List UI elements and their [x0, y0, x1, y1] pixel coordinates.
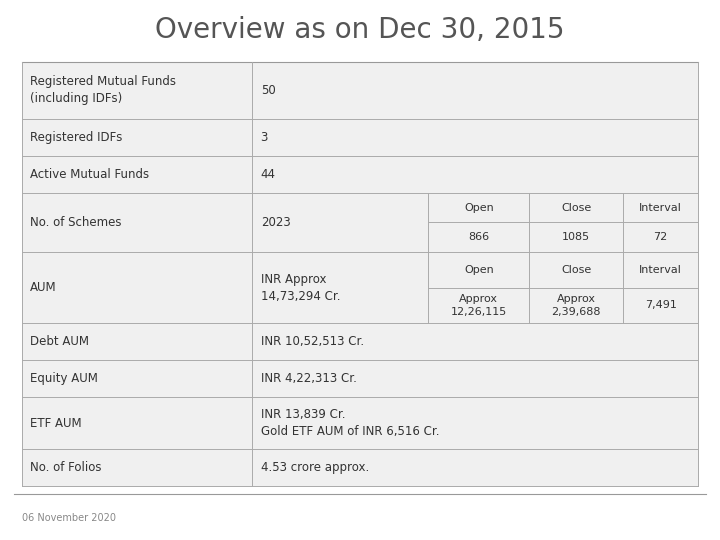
Text: 866: 866 [468, 232, 490, 242]
Text: 4.53 crore approx.: 4.53 crore approx. [261, 461, 369, 474]
Text: ETF AUM: ETF AUM [30, 417, 82, 430]
Text: INR 13,839 Cr.
Gold ETF AUM of INR 6,516 Cr.: INR 13,839 Cr. Gold ETF AUM of INR 6,516… [261, 408, 439, 438]
Text: 44: 44 [261, 168, 276, 181]
Text: Interval: Interval [639, 265, 682, 275]
Text: Registered Mutual Funds
(including IDFs): Registered Mutual Funds (including IDFs) [30, 76, 176, 105]
Text: 50: 50 [261, 84, 275, 97]
Bar [22, 449, 698, 486]
Text: Registered IDFs: Registered IDFs [30, 131, 122, 144]
Bar [22, 156, 698, 193]
Text: Close: Close [561, 202, 591, 213]
Text: Debt AUM: Debt AUM [30, 335, 89, 348]
Text: 72: 72 [654, 232, 667, 242]
Text: 1085: 1085 [562, 232, 590, 242]
Bar [22, 397, 698, 449]
Bar [22, 119, 698, 156]
Text: No. of Schemes: No. of Schemes [30, 216, 122, 229]
Bar [22, 360, 698, 397]
Text: Close: Close [561, 265, 591, 275]
Text: INR 4,22,313 Cr.: INR 4,22,313 Cr. [261, 372, 356, 386]
Text: Interval: Interval [639, 202, 682, 213]
Text: INR Approx
14,73,294 Cr.: INR Approx 14,73,294 Cr. [261, 273, 340, 302]
Bar [22, 323, 698, 360]
Text: Overview as on Dec 30, 2015: Overview as on Dec 30, 2015 [156, 16, 564, 44]
Text: 7,491: 7,491 [644, 300, 677, 310]
Text: INR 10,52,513 Cr.: INR 10,52,513 Cr. [261, 335, 364, 348]
Text: Open: Open [464, 202, 494, 213]
Text: Approx
2,39,688: Approx 2,39,688 [552, 294, 600, 316]
Text: 06 November 2020: 06 November 2020 [22, 514, 116, 523]
Text: Equity AUM: Equity AUM [30, 372, 98, 386]
Text: No. of Folios: No. of Folios [30, 461, 102, 474]
Text: Approx
12,26,115: Approx 12,26,115 [451, 294, 507, 316]
Text: 3: 3 [261, 131, 268, 144]
Text: 2023: 2023 [261, 216, 290, 229]
Text: Open: Open [464, 265, 494, 275]
Text: AUM: AUM [30, 281, 57, 294]
Text: Active Mutual Funds: Active Mutual Funds [30, 168, 149, 181]
